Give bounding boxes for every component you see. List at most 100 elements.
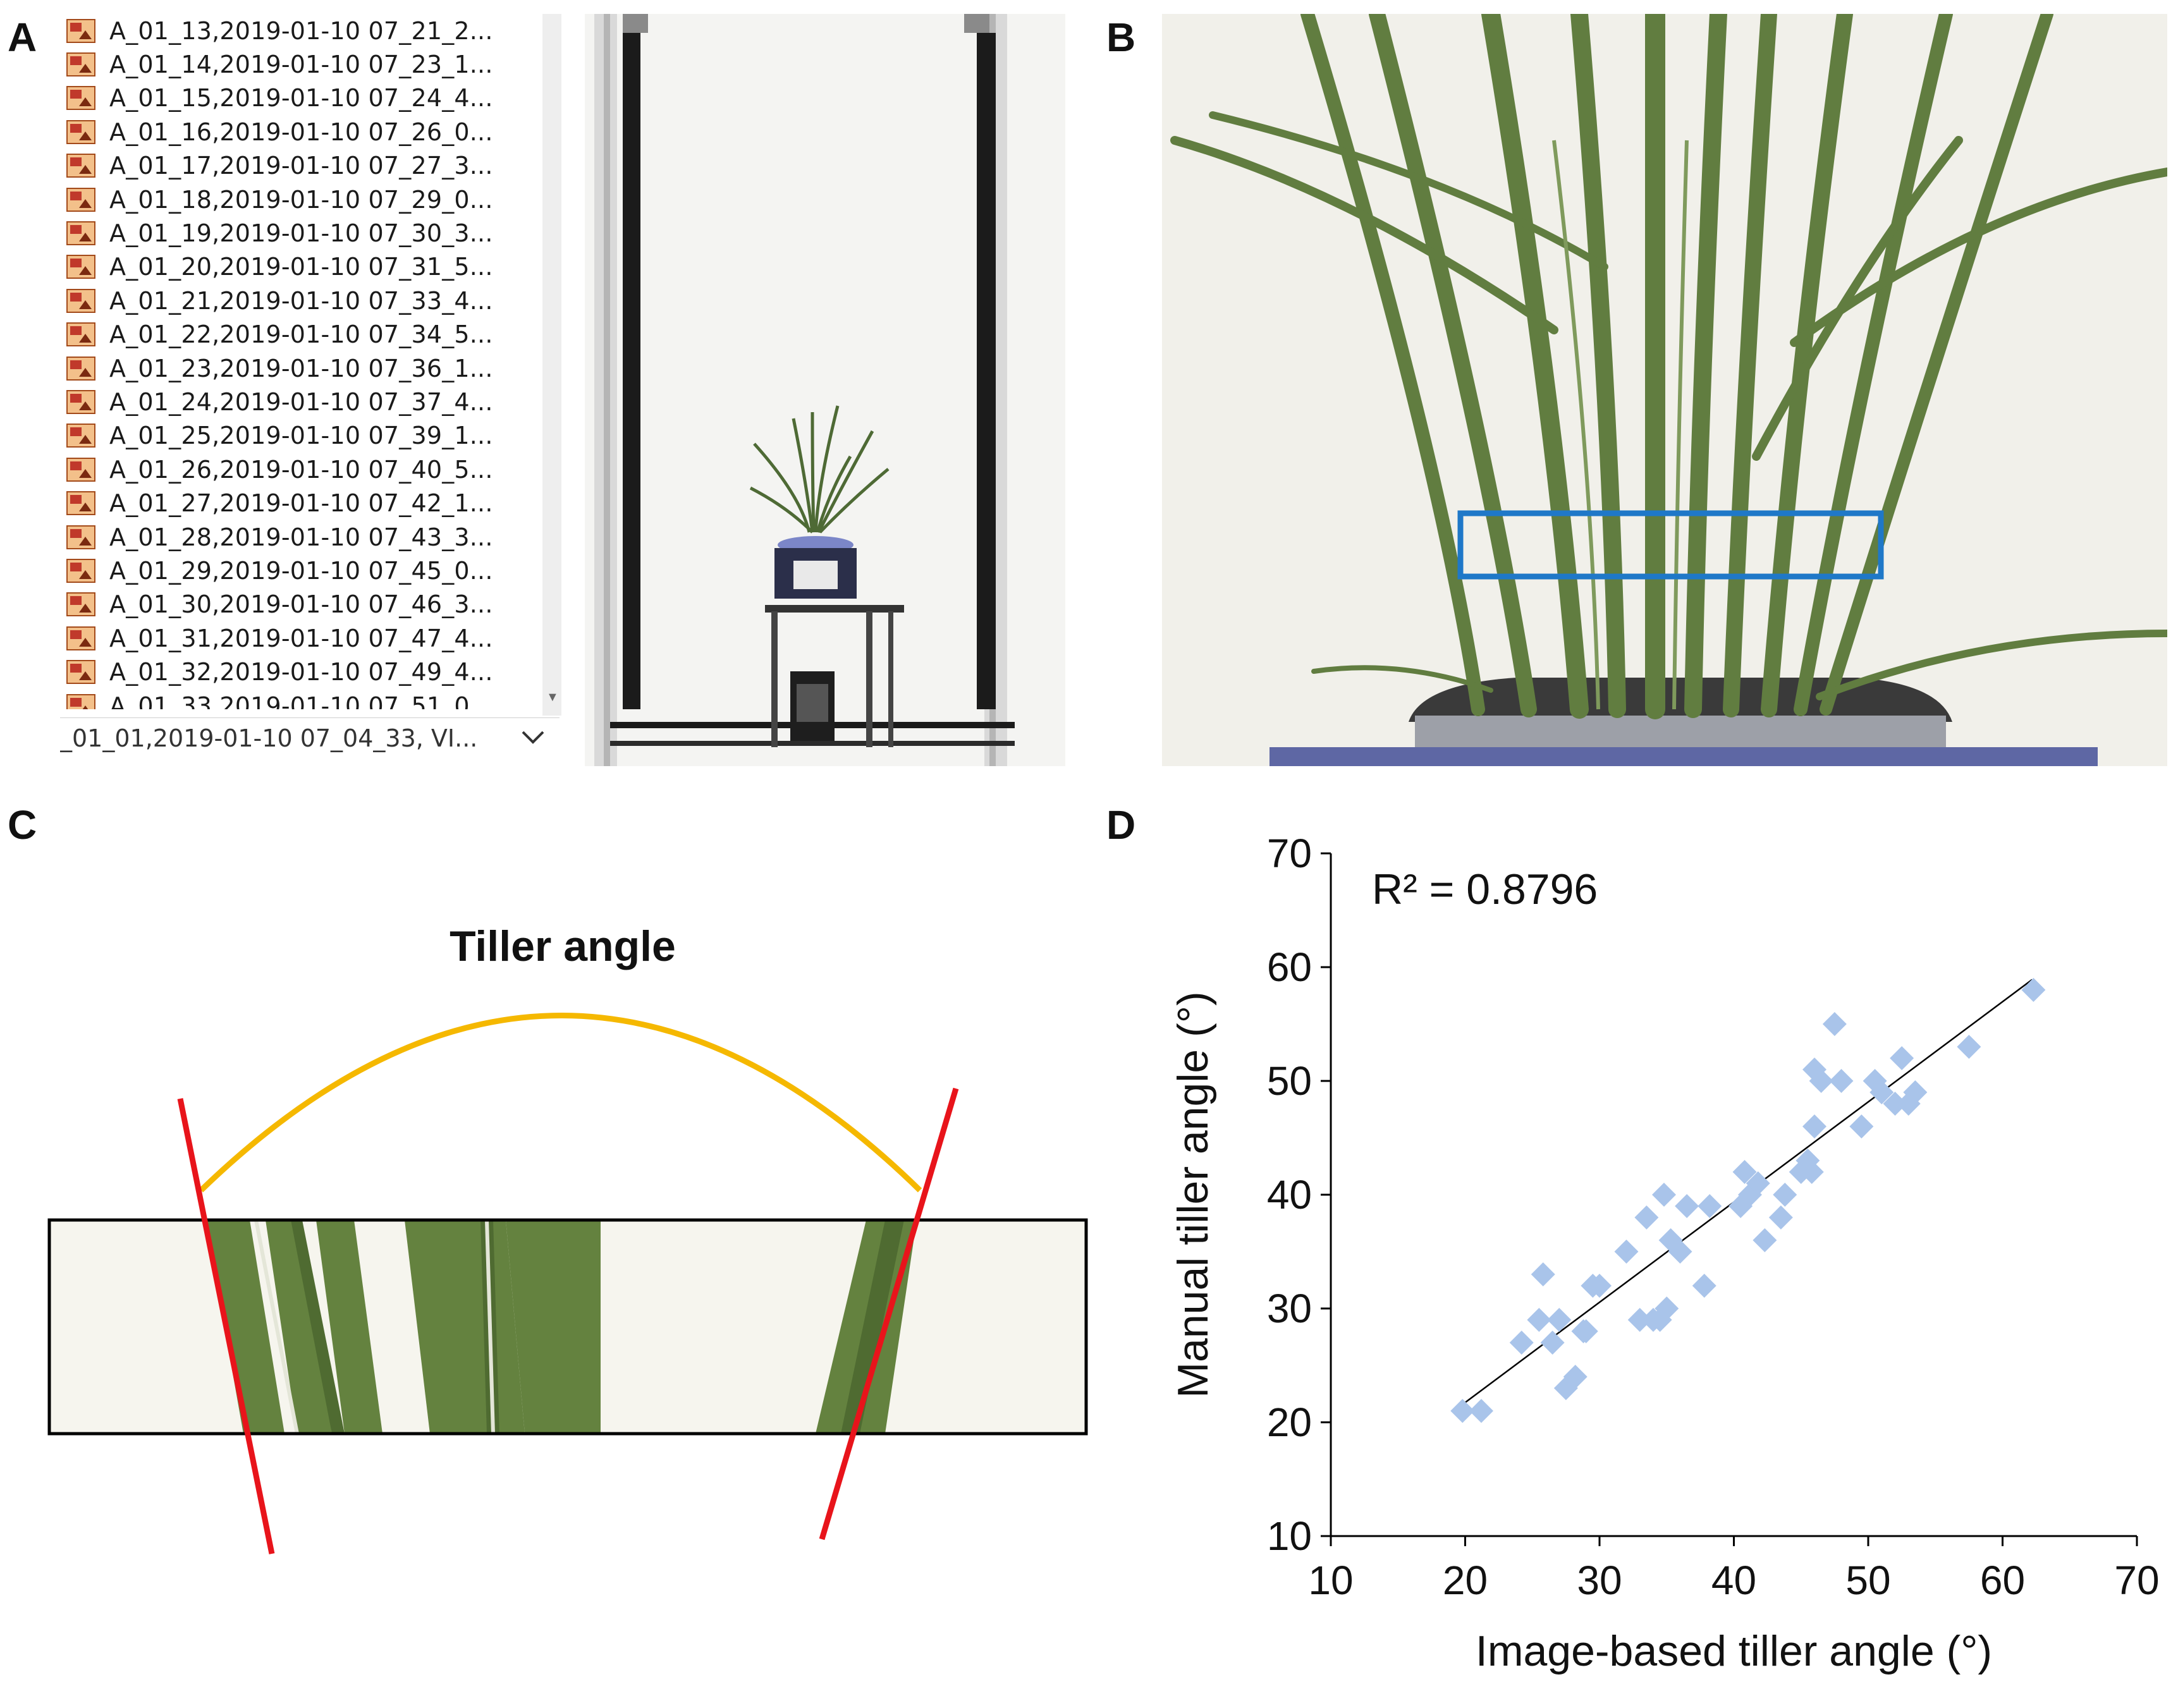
y-tick-label: 20 [1267,1400,1312,1445]
data-point [1768,1205,1793,1229]
data-point [1773,1183,1797,1207]
file-name: A_01_13,2019-01-10 07_21_2... [109,16,493,45]
file-list-item[interactable]: A_01_25,2019-01-10 07_39_1... [66,419,553,453]
file-list[interactable]: A_01_13,2019-01-10 07_21_2... A_01_14,201… [66,14,553,709]
file-name: A_01_27,2019-01-10 07_42_1... [109,489,493,518]
image-file-icon [66,424,95,448]
data-point [1890,1046,1914,1070]
x-axis-label: Image-based tiller angle (°) [1476,1627,1992,1675]
y-tick-label: 10 [1267,1513,1312,1559]
file-list-item[interactable]: A_01_22,2019-01-10 07_34_5... [66,318,553,351]
x-tick-label: 70 [2114,1558,2159,1603]
panel-label-d: D [1106,802,1136,848]
data-point [2021,978,2046,1002]
data-point [1692,1274,1716,1298]
file-name: A_01_24,2019-01-10 07_37_4... [109,387,493,416]
image-file-icon [66,52,95,77]
image-file-icon [66,491,95,516]
file-list-item[interactable]: A_01_26,2019-01-10 07_40_5... [66,453,553,486]
data-point [1450,1399,1475,1423]
image-file-icon [66,18,95,43]
file-list-item[interactable]: A_01_18,2019-01-10 07_29_0... [66,183,553,216]
file-list-item[interactable]: A_01_33,2019-01-10 07_51_0... [66,689,553,709]
data-point [1799,1160,1824,1184]
file-name: A_01_17,2019-01-10 07_27_3... [109,152,493,180]
data-point [1527,1308,1551,1332]
data-point [1829,1069,1854,1093]
tiller-angle-diagram: Tiller angle [47,922,1088,1554]
data-point [1655,1296,1679,1321]
data-point [1746,1171,1770,1195]
file-list-item[interactable]: A_01_16,2019-01-10 07_26_0... [66,115,553,149]
diagram-title: Tiller angle [450,922,676,970]
y-tick-label: 70 [1267,831,1312,876]
file-name: A_01_19,2019-01-10 07_30_3... [109,219,493,248]
file-list-item[interactable]: A_01_19,2019-01-10 07_30_3... [66,216,553,250]
file-name: A_01_25,2019-01-10 07_39_1... [109,422,493,450]
image-file-icon [66,356,95,381]
x-tick-label: 50 [1845,1558,1890,1603]
list-scrollbar[interactable] [542,14,561,716]
file-name: A_01_14,2019-01-10 07_23_1... [109,51,493,79]
imaging-chamber-photo [585,14,1065,766]
file-list-item[interactable]: A_01_20,2019-01-10 07_31_5... [66,250,553,284]
data-point [1574,1319,1598,1343]
data-point [1732,1160,1757,1184]
file-list-item[interactable]: A_01_31,2019-01-10 07_47_4... [66,621,553,655]
data-point [1698,1194,1722,1218]
x-tick-label: 60 [1980,1558,2025,1603]
x-tick-label: 30 [1577,1558,1622,1603]
data-point [1903,1080,1928,1104]
file-name: A_01_23,2019-01-10 07_36_1... [109,354,493,382]
file-list-item[interactable]: A_01_24,2019-01-10 07_37_4... [66,385,553,418]
data-point [1588,1274,1612,1298]
y-tick-label: 50 [1267,1058,1312,1104]
file-name: A_01_33,2019-01-10 07_51_0... [109,692,493,710]
file-list-item[interactable]: A_01_30,2019-01-10 07_46_3... [66,588,553,621]
data-point [1809,1069,1833,1093]
data-point [1627,1308,1652,1332]
image-select-value: _01_01,2019-01-10 07_04_33, VI... [60,724,478,752]
data-point [1547,1308,1572,1332]
image-file-icon [66,457,95,482]
file-name: A_01_18,2019-01-10 07_29_0... [109,185,493,214]
image-file-icon [66,255,95,279]
scroll-down-arrow-icon[interactable]: ▼ [546,690,559,704]
file-list-item[interactable]: A_01_32,2019-01-10 07_49_4... [66,655,553,688]
x-tick-label: 10 [1308,1558,1353,1603]
file-list-item[interactable]: A_01_14,2019-01-10 07_23_1... [66,47,553,81]
scatter-chart: 10 20 30 40 50 60 70 10 20 30 40 50 60 70 Image-based … [1169,831,2160,1675]
data-point [1883,1092,1907,1116]
data-point [1563,1365,1588,1389]
image-file-icon [66,154,95,178]
file-list-item[interactable]: A_01_15,2019-01-10 07_24_4... [66,82,553,115]
data-point [1634,1205,1659,1229]
file-name: A_01_28,2019-01-10 07_43_3... [109,523,493,551]
chevron-down-icon[interactable] [519,724,547,750]
panel-label-c: C [8,802,37,848]
file-list-item[interactable]: A_01_29,2019-01-10 07_45_0... [66,554,553,587]
file-list-item[interactable]: A_01_13,2019-01-10 07_21_2... [66,14,553,47]
image-file-icon [66,693,95,709]
y-tick-label: 60 [1267,944,1312,990]
image-file-icon [66,86,95,111]
y-tick-label: 40 [1267,1172,1312,1217]
image-file-icon [66,221,95,246]
image-file-icon [66,626,95,650]
data-point [1540,1331,1565,1355]
file-list-item[interactable]: A_01_23,2019-01-10 07_36_1... [66,351,553,385]
data-point [1531,1262,1555,1286]
file-list-item[interactable]: A_01_27,2019-01-10 07_42_1... [66,486,553,520]
file-name: A_01_31,2019-01-10 07_47_4... [109,624,493,652]
file-name: A_01_15,2019-01-10 07_24_4... [109,84,493,113]
image-file-icon [66,288,95,313]
image-file-icon [66,187,95,212]
image-select-dropdown[interactable]: _01_01,2019-01-10 07_04_33, VI... [60,717,560,759]
data-point [1469,1399,1493,1423]
file-list-item[interactable]: A_01_17,2019-01-10 07_27_3... [66,149,553,183]
file-list-item[interactable]: A_01_21,2019-01-10 07_33_4... [66,284,553,317]
r-squared-annotation: R² = 0.8796 [1372,865,1598,913]
panel-label-a: A [8,15,37,60]
file-list-item[interactable]: A_01_28,2019-01-10 07_43_3... [66,520,553,554]
x-tick-label: 40 [1711,1558,1756,1603]
